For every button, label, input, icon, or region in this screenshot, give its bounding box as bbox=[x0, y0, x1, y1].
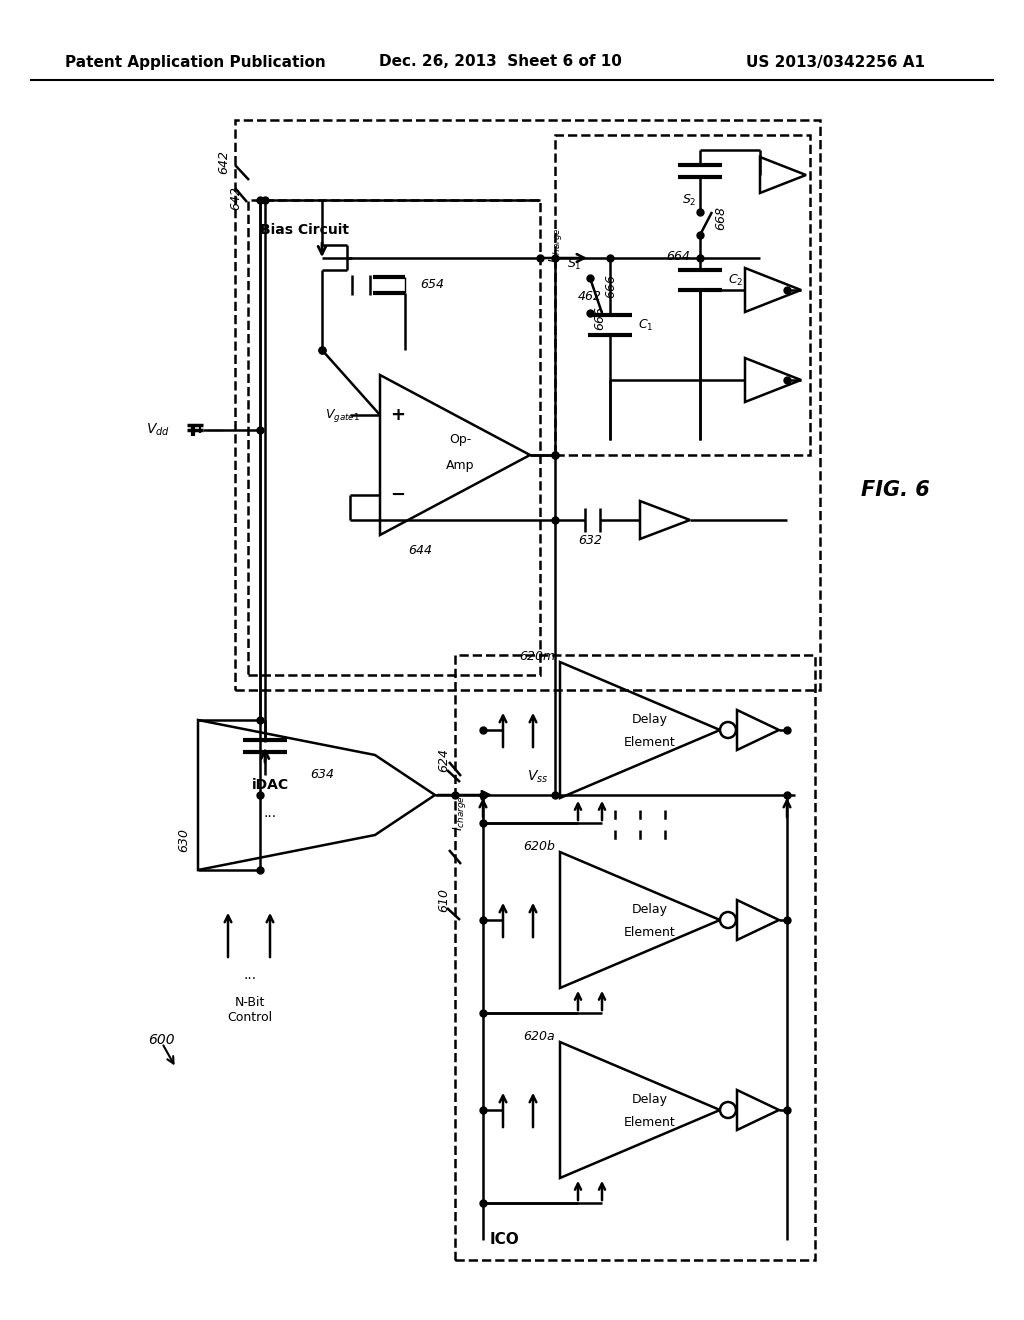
Text: $S_2$: $S_2$ bbox=[682, 193, 697, 207]
Text: $C_2$: $C_2$ bbox=[728, 272, 743, 288]
Text: Element: Element bbox=[624, 1115, 676, 1129]
Text: Element: Element bbox=[624, 735, 676, 748]
Bar bbox=[248, 201, 540, 675]
Text: Op-: Op- bbox=[449, 433, 471, 446]
Bar bbox=[555, 135, 810, 455]
Text: 632: 632 bbox=[578, 533, 602, 546]
Text: Amp: Amp bbox=[445, 458, 474, 471]
Text: 624: 624 bbox=[437, 748, 450, 772]
Text: −: − bbox=[390, 486, 406, 504]
Text: 630: 630 bbox=[177, 828, 190, 851]
Bar bbox=[234, 120, 820, 690]
Text: 666: 666 bbox=[593, 306, 606, 330]
Text: Bias Circuit: Bias Circuit bbox=[260, 223, 349, 238]
Text: 642: 642 bbox=[217, 150, 230, 174]
Bar bbox=[455, 655, 815, 1261]
Text: $I_{charge}$: $I_{charge}$ bbox=[452, 795, 469, 830]
Text: Dec. 26, 2013  Sheet 6 of 10: Dec. 26, 2013 Sheet 6 of 10 bbox=[379, 54, 622, 70]
Text: iDAC: iDAC bbox=[252, 777, 289, 792]
Text: 620b: 620b bbox=[523, 841, 555, 854]
Text: 664: 664 bbox=[666, 249, 690, 263]
Text: $V_{ss}$: $V_{ss}$ bbox=[526, 768, 548, 785]
Text: 668: 668 bbox=[714, 206, 727, 230]
Text: 610: 610 bbox=[437, 888, 450, 912]
Text: Delay: Delay bbox=[632, 1093, 668, 1106]
Text: Delay: Delay bbox=[632, 903, 668, 916]
Text: Patent Application Publication: Patent Application Publication bbox=[65, 54, 326, 70]
Text: +: + bbox=[390, 407, 406, 424]
Text: $V_{gate1}$: $V_{gate1}$ bbox=[325, 407, 360, 424]
Text: 654: 654 bbox=[420, 279, 444, 292]
Text: 642: 642 bbox=[229, 186, 242, 210]
Text: US 2013/0342256 A1: US 2013/0342256 A1 bbox=[745, 54, 925, 70]
Text: ...: ... bbox=[244, 968, 257, 982]
Text: Delay: Delay bbox=[632, 714, 668, 726]
Text: 600: 600 bbox=[148, 1034, 175, 1047]
Text: $I_{charge}$: $I_{charge}$ bbox=[547, 227, 563, 263]
Text: 644: 644 bbox=[408, 544, 432, 557]
Text: 462: 462 bbox=[578, 289, 602, 302]
Text: $C_1$: $C_1$ bbox=[638, 317, 653, 333]
Text: 666: 666 bbox=[604, 275, 617, 298]
Text: ...: ... bbox=[263, 807, 276, 820]
Text: FIG. 6: FIG. 6 bbox=[860, 480, 930, 500]
Text: 620m: 620m bbox=[519, 651, 555, 664]
Text: $S_1$: $S_1$ bbox=[567, 256, 582, 272]
Text: 620a: 620a bbox=[523, 1031, 555, 1044]
Text: Element: Element bbox=[624, 925, 676, 939]
Text: 634: 634 bbox=[310, 768, 334, 781]
Text: $V_{dd}$: $V_{dd}$ bbox=[146, 422, 170, 438]
Text: ICO: ICO bbox=[490, 1233, 520, 1247]
Text: N-Bit
Control: N-Bit Control bbox=[227, 997, 272, 1024]
